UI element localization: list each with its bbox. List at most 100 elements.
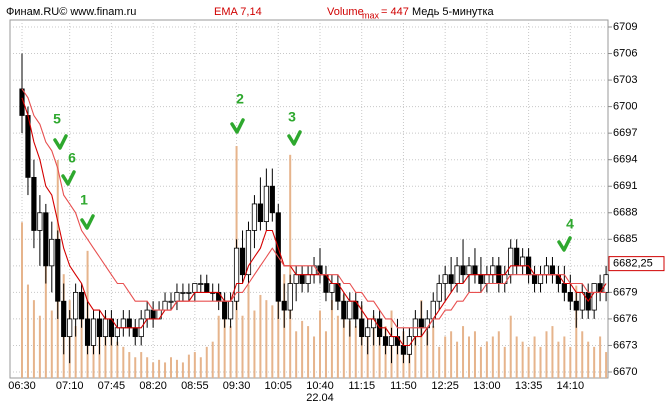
volume-bar: [569, 346, 572, 378]
volume-bar: [26, 284, 29, 378]
volume-bar: [134, 357, 137, 378]
x-tick-label: 07:10: [56, 380, 84, 392]
volume-bar: [74, 326, 77, 378]
candle-body: [508, 247, 514, 276]
candle-body: [168, 300, 174, 303]
instrument: Медь 5-минутка: [412, 6, 495, 18]
candle-body: [79, 291, 85, 320]
volume-bar: [503, 346, 506, 378]
x-tick-label: 10:05: [265, 380, 293, 392]
candle-body: [263, 185, 269, 223]
y-tick-label: 6697: [613, 127, 637, 139]
x-tick-label: 08:20: [139, 380, 167, 392]
volume-bar: [521, 341, 524, 378]
volume-bar: [533, 336, 536, 378]
volume-bar: [313, 336, 316, 378]
candle-body: [287, 283, 293, 311]
volume-bar: [116, 341, 119, 378]
candle-body: [299, 274, 305, 284]
candle-body: [531, 274, 538, 284]
volume-label: Volume: [327, 6, 364, 18]
volume-bar: [241, 315, 244, 378]
volume-bar: [104, 315, 107, 378]
volume-bar: [372, 315, 375, 378]
y-tick-label: 6703: [613, 74, 637, 86]
candle-body: [162, 300, 168, 311]
candle-body: [251, 203, 258, 231]
volume-bar: [211, 341, 214, 378]
candle-body: [222, 300, 228, 320]
volume-bar: [551, 326, 554, 378]
x-tick-label: 13:35: [515, 380, 543, 392]
volume-bar: [122, 346, 125, 378]
candle-body: [269, 185, 275, 214]
candle-body: [436, 283, 442, 302]
volume-bar: [426, 331, 429, 378]
candle-body: [448, 274, 454, 284]
check-marks: [53, 118, 572, 252]
volume-bar: [462, 326, 465, 378]
volume-bar: [223, 300, 226, 378]
candle-body: [180, 291, 186, 294]
candle-body: [43, 212, 49, 267]
volume-bar: [468, 336, 470, 378]
volume-bar: [354, 326, 357, 378]
x-tick-label: 14:10: [557, 380, 585, 392]
volume-bar: [229, 326, 232, 378]
volume-bar: [253, 310, 256, 378]
volume-bar: [593, 346, 596, 378]
volume-bar: [515, 336, 518, 378]
candle-body: [549, 265, 556, 276]
candle-body: [49, 238, 55, 267]
volume-bar: [378, 336, 381, 378]
candle-body: [67, 318, 73, 338]
candle-body: [233, 247, 240, 302]
candle-body: [561, 283, 567, 293]
y-tick-label: 6679: [613, 286, 637, 298]
x-tick-label: 10:40: [306, 380, 334, 392]
candle-body: [305, 274, 311, 284]
x-tick-label: 11:15: [348, 380, 375, 392]
candle-body: [388, 336, 395, 346]
source: Финам.RU© www.finam.ru: [6, 6, 136, 18]
volume-bar: [187, 354, 190, 378]
volume-bar: [342, 294, 345, 378]
annotation: 1: [80, 192, 88, 208]
volume-bar: [80, 310, 83, 378]
x-tick-label: 06:30: [8, 380, 36, 392]
volume-bar: [32, 300, 35, 378]
candle-body: [365, 327, 371, 338]
candle-body: [84, 318, 91, 346]
volume-bar: [205, 346, 208, 378]
volume-bar: [217, 315, 220, 378]
volume-bar: [98, 331, 101, 378]
volume-bar: [307, 326, 310, 378]
candle-body: [520, 256, 526, 267]
candle-body: [198, 283, 204, 285]
volume-bar: [366, 331, 369, 378]
candle-body: [478, 274, 484, 284]
candle-body: [150, 309, 156, 320]
candle-body: [96, 318, 103, 338]
candle-body: [341, 300, 347, 320]
candle-body: [114, 327, 120, 338]
volume-bar: [599, 336, 602, 378]
volume-bar: [110, 336, 113, 378]
candle-body: [293, 274, 299, 284]
volume-bar: [38, 315, 41, 378]
volume-max: = 447: [381, 6, 409, 18]
candle-body: [514, 247, 520, 267]
volume-bar: [414, 320, 417, 378]
candle-body: [192, 283, 198, 293]
annotation: 5: [53, 111, 61, 127]
candle-body: [281, 300, 287, 311]
volume-bar: [432, 326, 435, 378]
candle-body: [382, 336, 389, 346]
candle-body: [418, 318, 424, 329]
candle-body: [484, 274, 490, 284]
candle-body: [90, 318, 97, 346]
y-tick-label: 6670: [613, 366, 637, 378]
candle-body: [466, 265, 472, 276]
candle-body: [490, 265, 496, 276]
